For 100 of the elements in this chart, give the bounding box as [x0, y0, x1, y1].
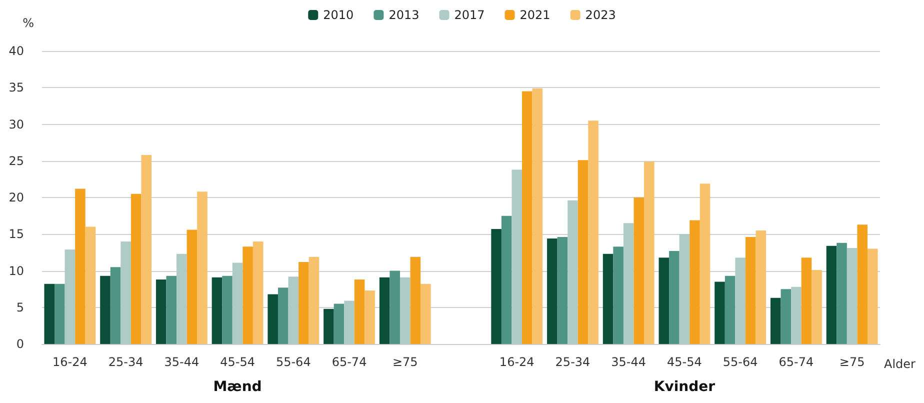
- y-tick-label: 30: [8, 117, 24, 132]
- bar: [85, 226, 96, 344]
- bar: [100, 276, 110, 344]
- bar: [568, 200, 578, 344]
- bar: [857, 224, 868, 344]
- bar: [780, 289, 792, 344]
- bar: [110, 267, 121, 344]
- x-tick-label: 65-74: [778, 355, 814, 369]
- x-tick-label: ≥75: [839, 355, 865, 369]
- bar: [557, 237, 568, 344]
- bar: [770, 298, 781, 344]
- x-tick-label: 45-54: [220, 355, 255, 369]
- bar: [400, 277, 410, 344]
- bar: [176, 254, 187, 344]
- bar: [512, 170, 522, 344]
- bar: [836, 242, 847, 344]
- x-tick-label: 35-44: [611, 355, 646, 369]
- bar: [222, 276, 232, 344]
- bar: [308, 256, 320, 344]
- bar: [724, 276, 736, 344]
- y-tick-label: 5: [16, 300, 24, 314]
- bar: [334, 304, 344, 344]
- bar: [278, 288, 288, 344]
- legend-label: 2017: [454, 8, 485, 22]
- y-axis-title: %: [22, 16, 34, 30]
- x-tick-label: 65-74: [332, 355, 367, 369]
- bar: [186, 230, 198, 344]
- bar: [232, 262, 243, 344]
- x-axis-title: Alder: [884, 357, 916, 371]
- x-tick-label: ≥75: [392, 355, 418, 369]
- legend-label: 2010: [323, 8, 354, 22]
- bar: [268, 294, 278, 344]
- bar: [547, 238, 558, 344]
- bar: [64, 250, 76, 344]
- bar: [130, 194, 142, 344]
- bar: [623, 223, 634, 344]
- y-tick-label: 15: [8, 227, 24, 242]
- x-tick-label: 16-24: [499, 355, 534, 369]
- bar: [522, 91, 532, 344]
- bar: [298, 262, 309, 344]
- bar: [141, 155, 152, 344]
- bar: [613, 246, 624, 344]
- bar: [324, 308, 334, 344]
- bar: [501, 216, 512, 344]
- bar: [812, 270, 822, 344]
- bar: [156, 280, 166, 344]
- x-tick-label: 35-44: [164, 355, 200, 369]
- bar: [791, 286, 802, 344]
- bar: [578, 160, 588, 344]
- bar: [700, 184, 710, 344]
- bar: [420, 284, 431, 344]
- bar: [644, 162, 654, 344]
- bar: [54, 284, 65, 344]
- bar: [756, 230, 766, 344]
- bar: [532, 88, 543, 344]
- x-tick-label: 55-64: [276, 355, 311, 369]
- text: Mænd: [213, 379, 262, 395]
- legend-label: 2023: [585, 8, 616, 22]
- legend-label: 2021: [520, 8, 550, 22]
- bar: [867, 248, 878, 344]
- bar: [379, 277, 390, 344]
- legend-label: 2013: [388, 8, 420, 22]
- bar: [602, 254, 614, 344]
- text: Kvinder: [654, 379, 716, 395]
- y-tick-label: 0: [16, 337, 24, 351]
- x-tick-label: 16-24: [52, 355, 88, 369]
- bar: [826, 246, 837, 344]
- y-tick-label: 25: [8, 154, 24, 168]
- bar: [212, 277, 222, 344]
- x-tick-label: 55-64: [722, 355, 758, 369]
- bar: [658, 258, 670, 344]
- bar: [44, 284, 55, 344]
- bar: [735, 258, 746, 344]
- bar: [846, 248, 858, 344]
- bar: [679, 234, 690, 344]
- x-tick-label: 25-34: [555, 355, 590, 369]
- bar: [166, 276, 177, 344]
- bar: [75, 188, 86, 344]
- bar: [364, 290, 375, 344]
- bar: [410, 256, 421, 344]
- bar: [252, 241, 264, 344]
- bar: [344, 300, 354, 344]
- bar: [120, 241, 131, 344]
- x-tick-label: 25-34: [108, 355, 144, 369]
- y-tick-label: 20: [8, 190, 24, 204]
- bar: [491, 229, 502, 344]
- bar: [354, 280, 365, 344]
- y-tick-label: 35: [8, 80, 24, 95]
- bar: [242, 246, 253, 344]
- x-tick-label: 45-54: [667, 355, 702, 369]
- bar: [801, 258, 812, 344]
- bar: [690, 220, 700, 344]
- bar: [390, 270, 400, 344]
- bar: [588, 120, 598, 344]
- bar: [197, 192, 208, 344]
- bar: [288, 276, 299, 344]
- y-tick-label: 40: [8, 44, 24, 58]
- bar: [745, 237, 756, 344]
- bar: [669, 250, 680, 344]
- bar: [634, 198, 644, 344]
